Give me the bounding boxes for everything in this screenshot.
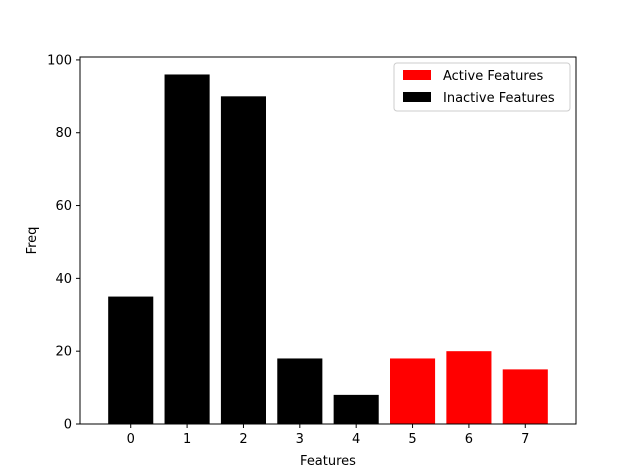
bar-1 — [164, 74, 210, 424]
legend-swatch-inactive — [403, 92, 431, 102]
legend: Active Features Inactive Features — [393, 62, 571, 112]
legend-frame — [393, 62, 571, 112]
x-tick-label: 7 — [521, 432, 529, 447]
bar-6 — [446, 351, 492, 424]
axes-frame — [79, 56, 577, 425]
legend-label-active: Active Features — [443, 69, 543, 84]
x-axis-ticks: 0 1 2 3 4 5 6 7 — [127, 424, 529, 447]
y-axis-ticks: 0 20 40 60 80 100 — [47, 53, 80, 433]
bar-4 — [333, 394, 379, 424]
y-tick-label: 100 — [47, 53, 72, 68]
bar-2 — [220, 96, 266, 425]
x-tick-label: 0 — [127, 432, 135, 447]
y-tick-label: 40 — [55, 272, 72, 287]
y-tick-label: 60 — [55, 199, 72, 214]
bars-group — [108, 74, 548, 425]
bar-5 — [390, 358, 436, 424]
bar-0 — [108, 296, 154, 424]
y-axis-label: Freq — [25, 227, 40, 255]
x-tick-label: 6 — [465, 432, 473, 447]
y-tick-label: 0 — [64, 418, 72, 433]
bar-3 — [277, 358, 323, 424]
x-axis-label: Features — [300, 454, 356, 469]
legend-swatch-active — [403, 70, 431, 80]
x-tick-label: 2 — [239, 432, 247, 447]
legend-label-inactive: Inactive Features — [443, 91, 555, 106]
x-tick-label: 5 — [408, 432, 416, 447]
x-tick-label: 3 — [296, 432, 304, 447]
x-tick-label: 1 — [183, 432, 191, 447]
y-tick-label: 20 — [55, 345, 72, 360]
bar-7 — [502, 369, 548, 424]
y-tick-label: 80 — [55, 126, 72, 141]
x-tick-label: 4 — [352, 432, 360, 447]
